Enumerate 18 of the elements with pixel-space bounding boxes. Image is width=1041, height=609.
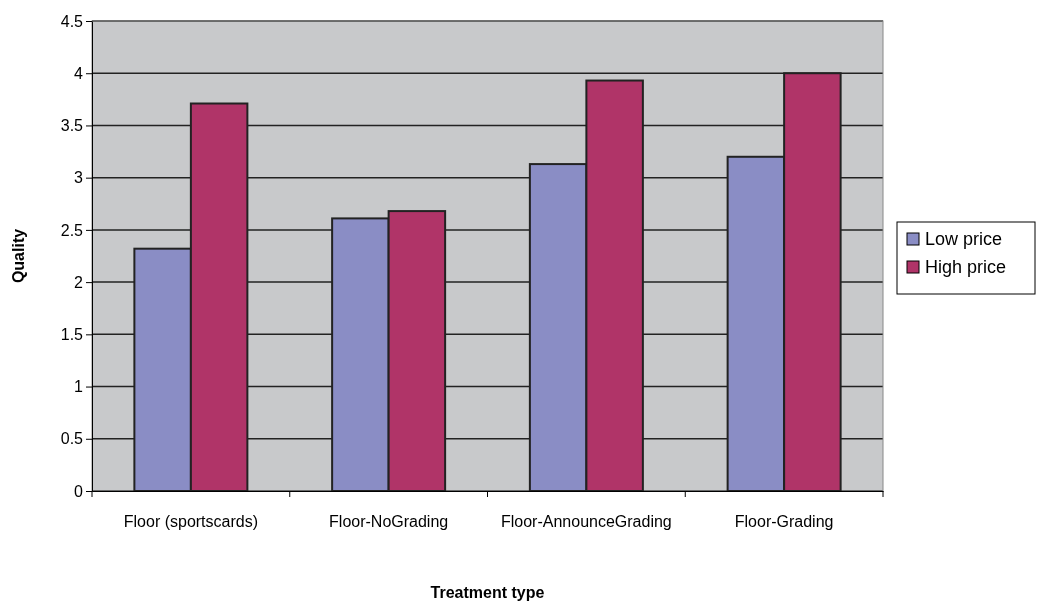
y-tick-label: 1.5: [60, 325, 84, 343]
legend-label: High price: [925, 257, 1007, 277]
y-tick-label: 1: [74, 378, 84, 396]
y-tick-label: 2.5: [60, 221, 84, 239]
x-tick-label: Floor-NoGrading: [329, 513, 449, 530]
x-tick-label: Floor-Grading: [734, 513, 834, 530]
y-tick-label: 2: [74, 273, 84, 291]
y-tick-label: 0.5: [60, 430, 84, 448]
y-tick-label: 4.5: [60, 12, 84, 30]
y-tick-label: 0: [74, 482, 84, 500]
x-tick-label: Floor-AnnounceGrading: [500, 513, 672, 530]
y-tick-label: 3: [74, 169, 84, 187]
x-tick-label: Floor (sportscards): [123, 513, 258, 530]
y-tick-label: 4: [74, 64, 84, 82]
legend-label: Low price: [925, 229, 1003, 249]
y-tick-label: 3.5: [60, 117, 84, 135]
x-axis-title: Treatment type: [430, 584, 545, 601]
y-axis-title: Quality: [10, 228, 27, 284]
